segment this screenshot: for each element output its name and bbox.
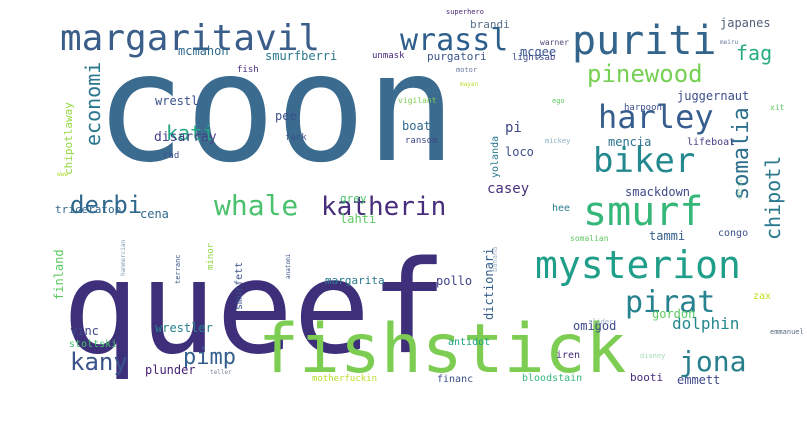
word-katherin: katherin: [321, 192, 446, 222]
word-fish: fish: [237, 65, 259, 75]
word-mayan: mayan: [460, 81, 478, 88]
word-ego: ego: [552, 97, 565, 105]
word-financ: financ: [437, 374, 473, 385]
word-wrassl: wrassl: [400, 23, 508, 58]
word-xit: xit: [770, 103, 785, 112]
word-japanes: japanes: [720, 16, 771, 30]
word-lightsab: lightsab: [512, 53, 555, 63]
word-lahti: lahti: [340, 212, 376, 226]
word-terranc: terranc: [174, 254, 182, 284]
word-antidot: antidot: [448, 337, 490, 348]
word-bloodstain: bloodstain: [522, 373, 582, 384]
word-puriti: puriti: [572, 18, 717, 64]
word-disarray: disarray: [154, 130, 217, 145]
word-whale: whale: [214, 189, 298, 222]
word-casey: casey: [487, 181, 529, 197]
word-teller: teller: [210, 369, 232, 376]
word-hee: hee: [552, 203, 570, 214]
word-pinewood: pinewood: [587, 60, 703, 88]
word-smackdown: smackdown: [625, 185, 690, 199]
word-pee: pee: [275, 109, 297, 123]
word-wrestler: wrestler: [155, 321, 213, 335]
word-lifeboat: lifeboat: [687, 137, 735, 148]
word-fag: fag: [736, 41, 772, 65]
word-meiru: meiru: [720, 39, 738, 46]
word-smurf: smurf: [583, 189, 703, 235]
word-smurfberri: smurfberri: [265, 49, 337, 63]
word-motor: motor: [456, 66, 477, 74]
word-omigod: omigod: [573, 319, 616, 333]
word-zax: zax: [753, 291, 771, 302]
word-kati: kati: [166, 121, 214, 145]
word-margaritavil: margaritavil: [60, 18, 320, 59]
word-hammercian: hammercian: [120, 239, 127, 276]
word-cena: cena: [140, 207, 169, 221]
word-mysterion: mysterion: [535, 243, 741, 287]
word-disney: disney: [640, 352, 665, 360]
word-economi: economi: [81, 62, 105, 146]
word-wrestl: wrestl: [155, 94, 198, 108]
word-tammi: tammi: [649, 229, 685, 243]
word-smurfett: smurfett: [234, 262, 245, 310]
word-biker: biker: [593, 141, 695, 181]
word-plunder: plunder: [145, 363, 196, 377]
word-derbi: derbi: [70, 191, 142, 219]
word-coon: coon: [95, 22, 456, 196]
word-emmett: emmett: [677, 373, 720, 387]
word-pi: pi: [505, 120, 522, 136]
word-grey: grey: [340, 192, 367, 205]
word-emmanuel: emmanuel: [770, 328, 804, 336]
word-pirat: pirat: [625, 285, 715, 320]
word-mcmahon: mcmahon: [178, 44, 229, 58]
word-minor: minor: [206, 242, 216, 270]
word-dictionari: dictionari: [482, 248, 496, 320]
word-vigilant: vigilant: [398, 96, 437, 105]
word-harley: harley: [598, 98, 714, 136]
word-booti: booti: [630, 371, 663, 384]
word-harpoon: harpoon: [624, 103, 662, 113]
word-banana: banana: [491, 247, 499, 272]
word-rad: rad: [163, 151, 179, 161]
word-triceratop: triceratop: [55, 203, 121, 216]
word-loco: loco: [505, 145, 534, 159]
word-gordon: gordon: [652, 307, 695, 321]
word-chris: chris: [736, 179, 744, 200]
word-anatomi: anatomi: [285, 253, 292, 279]
word-stoltski: stoltski: [69, 339, 117, 350]
word-kany: kany: [70, 348, 128, 376]
word-finland: finland: [52, 249, 66, 300]
word-purgatori: purgatori: [427, 50, 487, 63]
word-fark: fark: [285, 133, 307, 143]
word-somalia: somalia: [729, 107, 754, 200]
word-warner: warner: [540, 38, 569, 47]
word-brandi: brandi: [470, 18, 510, 31]
word-jona: jona: [679, 345, 746, 378]
word-chipotl: chipotl: [761, 156, 785, 240]
word-superhero: superhero: [446, 8, 484, 16]
word-mcgee: mcgee: [520, 45, 556, 59]
word-ransom: ransom: [405, 136, 438, 146]
word-www: www: [57, 171, 68, 178]
word-boat: boat: [402, 119, 431, 133]
word-mickey: mickey: [545, 137, 570, 145]
word-fishstick: fishstick: [258, 310, 626, 389]
word-congo: congo: [718, 228, 748, 239]
word-margarita: margarita: [325, 274, 385, 287]
word-somalian: somalian: [570, 234, 609, 243]
word-queef: queef: [62, 234, 447, 383]
word-yolanda: yolanda: [490, 136, 501, 178]
word-motherfuckin: motherfuckin: [312, 374, 377, 384]
word-vinc: vinc: [70, 324, 99, 338]
word-pimp: pimp: [183, 345, 236, 370]
word-juggernaut: juggernaut: [677, 89, 749, 103]
word-unmask: unmask: [372, 51, 405, 61]
word-dolphin: dolphin: [672, 314, 739, 333]
word-chipotlaway: chipotlaway: [62, 102, 75, 175]
word-pollo: pollo: [436, 274, 472, 288]
word-iren: iren: [556, 350, 580, 361]
word-slider: slider: [588, 318, 613, 326]
word-mencia: mencia: [608, 135, 651, 149]
